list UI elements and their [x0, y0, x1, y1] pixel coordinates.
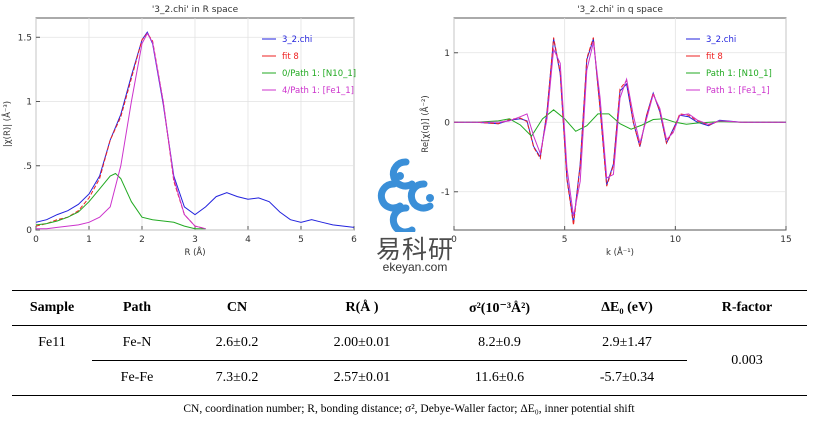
header-delta-e: ΔE₀ (eV) [567, 290, 687, 326]
cell-cn: 2.6±0.2 [182, 325, 292, 361]
cell-sigma: 11.6±0.6 [432, 360, 567, 396]
y-tick-label: 0 [444, 118, 450, 128]
header-sigma: σ²(10⁻³Å²) [432, 290, 567, 326]
watermark-logo: 易科研 ekeyan.com [370, 150, 460, 275]
cell-r: 2.57±0.01 [292, 360, 432, 396]
y-axis-label: Re[χ(q)] (Å⁻²) [419, 95, 431, 152]
x-tick-label: 10 [670, 235, 682, 245]
series-line-3 [36, 32, 206, 230]
x-tick-label: 5 [298, 235, 304, 245]
header-r: R(Å ) [292, 290, 432, 326]
q-space-chart: '3_2.chi' in q space 0 5 10 15 -1 0 1 k (Å⁻¹) Re[… [419, 5, 792, 258]
cell-path: Fe-N [92, 325, 182, 361]
legend-entry: fit 8 [282, 52, 299, 62]
legend-entry: 3_2.chi [706, 35, 736, 45]
y-tick-label: 1 [26, 98, 32, 108]
series-line-0 [36, 31, 354, 228]
r-space-chart: '3_2.chi' in R space 0 1 2 3 4 5 6 0 .5 1 1.5 R (Å) |… [1, 5, 357, 258]
x-tick-label: 3 [192, 235, 198, 245]
cell-sigma: 8.2±0.9 [432, 325, 567, 361]
y-tick-label: -1 [441, 188, 450, 198]
y-tick-label: 0 [26, 226, 32, 236]
x-axis-label: k (Å⁻¹) [606, 246, 634, 258]
legend-entry: Path 1: [N10_1] [706, 69, 772, 79]
legend-entry: 4/Path 1: [Fe1_1] [282, 86, 354, 96]
x-tick-label: 0 [451, 235, 457, 245]
series-line-1 [454, 37, 786, 226]
y-tick-label: 1 [444, 49, 450, 59]
y-tick-label: 1.5 [18, 33, 32, 43]
cell-path: Fe-Fe [92, 360, 182, 396]
series-line-3 [454, 42, 786, 217]
fit-results-table: Sample Path CN R(Å ) σ²(10⁻³Å²) ΔE₀ (eV)… [12, 290, 807, 396]
y-axis-label: |χ(R)| (Å⁻³) [1, 101, 13, 147]
chart-title: '3_2.chi' in R space [152, 5, 239, 15]
watermark-rings-icon [377, 158, 434, 236]
y-tick-label: .5 [23, 162, 32, 172]
x-tick-label: 5 [562, 235, 568, 245]
header-path: Path [92, 290, 182, 326]
chart-title: '3_2.chi' in q space [577, 5, 663, 15]
series-line-0 [454, 38, 786, 224]
header-r-factor: R-factor [687, 290, 807, 326]
table-footnote: CN, coordination number; R, bonding dist… [183, 403, 635, 415]
x-tick-label: 1 [86, 235, 92, 245]
x-tick-label: 4 [245, 235, 251, 245]
header-cn: CN [182, 290, 292, 326]
header-sample: Sample [12, 290, 92, 326]
table-header-row: Sample Path CN R(Å ) σ²(10⁻³Å²) ΔE₀ (eV)… [12, 290, 807, 326]
legend-entry: fit 8 [706, 52, 723, 62]
cell-sample [12, 360, 92, 396]
x-tick-label: 2 [139, 235, 145, 245]
cell-sample: Fe11 [38, 335, 66, 351]
cell-r-factor: 0.003 [687, 325, 807, 396]
table-row: Fe11 Fe-N 2.6±0.2 2.00±0.01 8.2±0.9 2.9±… [12, 325, 807, 396]
watermark-url-text: ekeyan.com [382, 260, 448, 274]
legend-entry: Path 1: [Fe1_1] [706, 86, 770, 96]
cell-delta-e: -5.7±0.34 [567, 360, 687, 396]
cell-delta-e: 2.9±1.47 [567, 325, 687, 361]
legend-entry: 3_2.chi [282, 35, 312, 45]
watermark-chinese-text: 易科研 [375, 235, 454, 264]
legend-entry: 0/Path 1: [N10_1] [282, 69, 356, 79]
x-tick-label: 15 [780, 235, 791, 245]
cell-r: 2.00±0.01 [292, 325, 432, 361]
cell-cn: 7.3±0.2 [182, 360, 292, 396]
series-line-2 [454, 109, 786, 137]
x-tick-label: 0 [33, 235, 39, 245]
x-axis-label: R (Å) [184, 246, 205, 258]
table-row: Fe-Fe 7.3±0.2 2.57±0.01 11.6±0.6 -5.7±0.… [12, 360, 807, 396]
x-tick-label: 6 [351, 235, 357, 245]
